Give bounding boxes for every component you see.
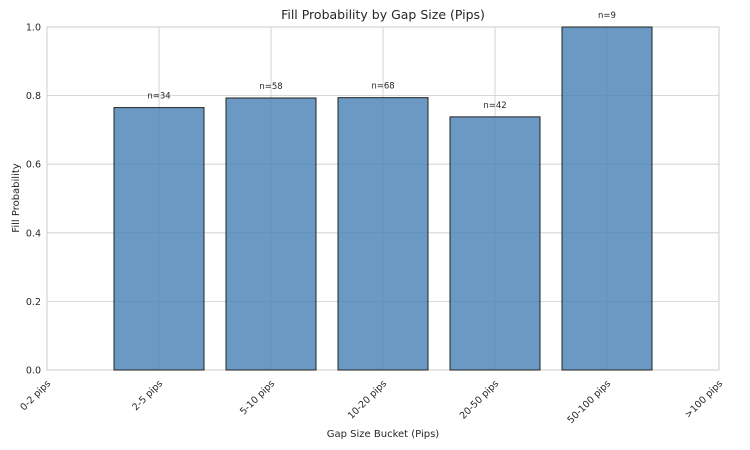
bar-count-label: n=58 (259, 82, 282, 92)
bar-50-100-pips (561, 26, 653, 371)
x-tick-label: 2-5 pips (130, 378, 165, 413)
x-axis-label: Gap Size Bucket (Pips) (327, 429, 440, 440)
x-tick-label: 50-100 pips (566, 378, 614, 426)
y-tick-label: 1.0 (26, 23, 41, 34)
y-tick-label: 0.6 (26, 160, 41, 171)
x-tick-label: 0-2 pips (18, 378, 53, 413)
y-axis-label: Fill Probability (11, 163, 22, 232)
y-axis-ticks: 0.0 0.2 0.4 0.6 0.8 1.0 (26, 23, 41, 377)
y-tick-label: 0.2 (26, 297, 41, 308)
bars (113, 26, 653, 371)
y-tick-label: 0.8 (26, 91, 41, 102)
x-tick-label: 20-50 pips (458, 378, 501, 421)
x-tick-label: 5-10 pips (238, 378, 277, 417)
bar-count-label: n=68 (371, 82, 394, 92)
bar-2-5-pips (113, 107, 205, 371)
x-axis-ticks: 0-2 pips 2-5 pips 5-10 pips 10-20 pips 20-50… (18, 378, 725, 426)
bar-count-label: n=34 (147, 92, 170, 102)
bar-20-50-pips (449, 116, 541, 371)
chart-title: Fill Probability by Gap Size (Pips) (281, 7, 485, 22)
x-tick-label: >100 pips (683, 378, 725, 420)
bar-count-label: n=42 (483, 101, 506, 111)
bar-labels: n=34 n=58 n=68 n=42 n=9 (147, 11, 616, 111)
x-tick-label: 10-20 pips (346, 378, 389, 421)
bar-10-20-pips (337, 97, 429, 371)
bar-count-label: n=9 (598, 11, 616, 21)
y-tick-label: 0.0 (26, 366, 41, 377)
y-tick-label: 0.4 (26, 228, 41, 239)
bar-5-10-pips (225, 97, 317, 371)
